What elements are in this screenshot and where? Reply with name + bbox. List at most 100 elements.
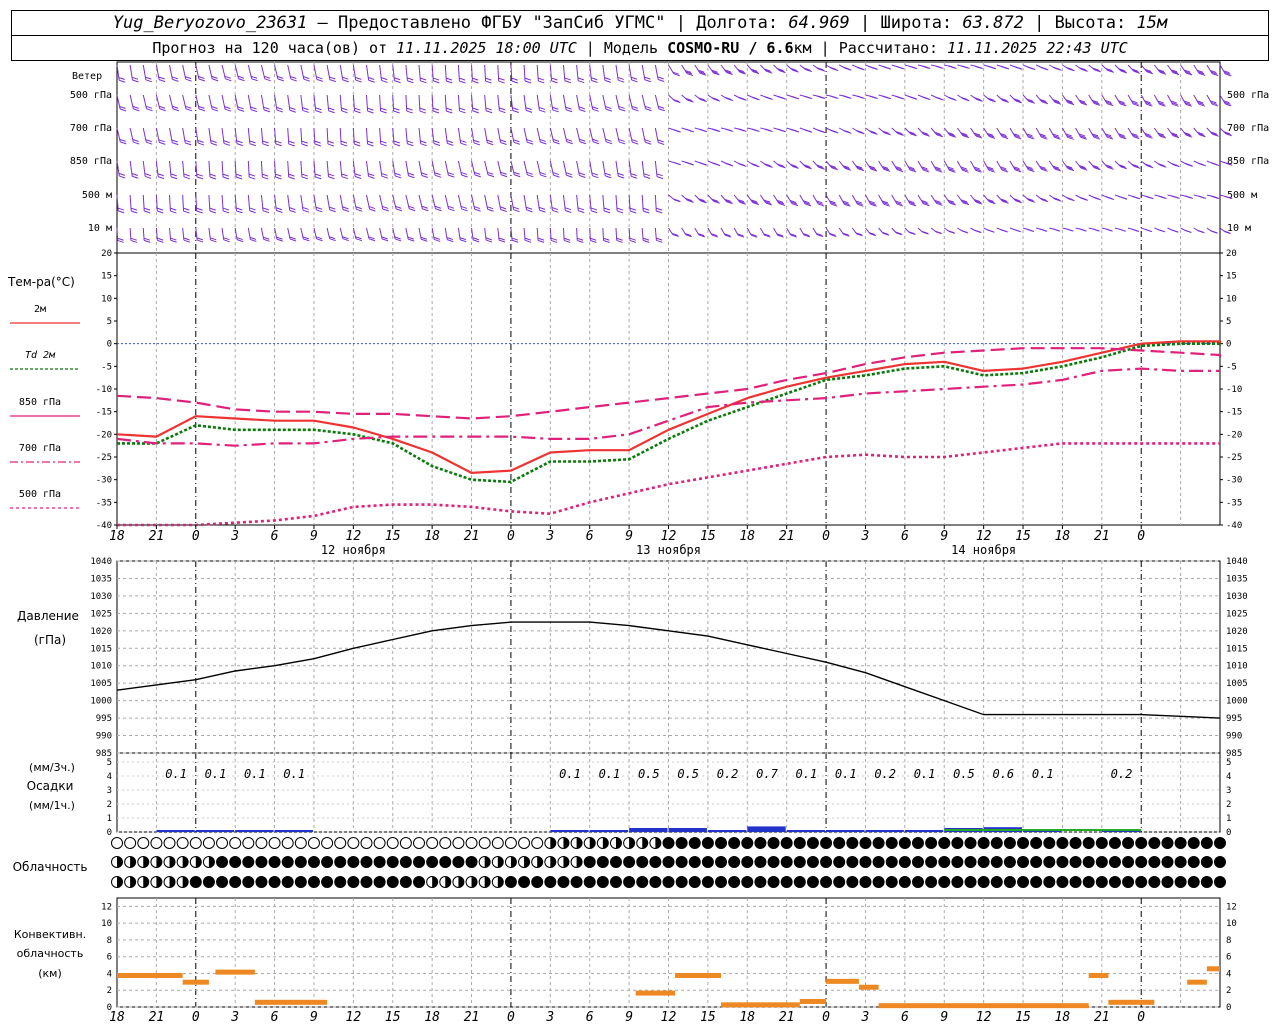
temp-legend-label: 500 гПа [19,489,61,500]
wind-barb-feather [238,78,245,82]
temp-ytick-label-right: 5 [1226,317,1231,327]
temp-ytick-label-left: -40 [96,521,112,531]
precip-total-label: 0.5 [953,767,975,781]
wind-barb-feather [1120,166,1127,170]
temp-ytick-label-left: 15 [101,272,112,282]
precip-total-label: 0.7 [756,767,778,781]
wind-barb-feather [1106,165,1113,169]
wind-barb-feather [686,73,694,77]
wind-barb-feather [1183,69,1191,73]
temp-series-line [116,340,1222,474]
cloud-symbol-fill [602,837,609,849]
conv-xtick-label: 18 [424,1010,440,1024]
wind-barb-feather [1118,68,1125,72]
wind-barb-feather [1225,73,1232,77]
wind-barb-feather [1131,163,1139,167]
precip-label-1h: (мм/1ч.) [29,799,75,812]
wind-barb-feather [778,202,786,206]
cloud-symbol [1043,837,1056,849]
wind-barb-feather [277,75,284,79]
wind-barb-feather [393,140,400,144]
wind-barb-feather [537,239,545,243]
temp-xtick-label: 21 [464,529,480,544]
cloud-symbol [925,876,938,888]
wind-barb-feather [616,207,624,211]
wind-barb-feather [895,167,903,171]
wind-barb-feather [249,176,256,180]
wind-barb-feather [1158,102,1165,106]
cloud-symbol [990,837,1003,849]
wind-barb-feather [329,209,336,213]
wind-barb-feather [674,100,681,104]
cloud-symbol [1122,837,1135,849]
temp-xtick-label: 0 [822,529,830,544]
wind-barb-feather [249,210,256,214]
wind-barb-feather [222,207,230,211]
wind-barb-feather [395,208,403,212]
cloud-symbol [1200,837,1213,849]
conv-xtick-label: 9 [625,1010,633,1024]
wind-barb-feather [1106,101,1113,105]
cloud-symbol [859,856,872,868]
model-label: Модель [603,39,659,57]
wind-barb-feather [1066,196,1073,200]
precip-ytick-label-left: 1 [107,814,112,824]
precip-total-label: 0.2 [717,767,739,781]
wind-barb-feather [1013,133,1020,137]
wind-barb-feather [818,203,825,207]
wind-barb-feather [1146,135,1153,139]
wind-barb-feather [673,99,680,103]
wind-barb-feather [973,199,981,203]
wind-barb-feather [447,142,454,146]
wind-barb-feather [803,234,811,238]
wind-barb-feather [355,206,362,210]
conv-ytick-label-left: 6 [107,953,112,963]
wind-barb-feather [327,143,335,147]
wind-level-label-left: 500 м [82,190,112,201]
wind-barb-feather [803,67,810,71]
wind-barb-feather [170,239,177,243]
pressure-ytick-label-left: 1040 [90,557,112,567]
wind-barb-feather [1210,101,1218,105]
wind-barb-feather [986,166,994,170]
cloud-symbol-fill [182,876,189,888]
wind-barb-feather [934,96,942,100]
cloud-symbol [859,876,872,888]
wind-barb-feather [368,79,375,83]
cloud-symbol [898,837,911,849]
cloud-symbol [701,876,714,888]
wind-barb-feather [579,174,586,178]
wind-barb-feather [248,173,256,177]
wind-barb-feather [434,205,442,209]
wind-barb-feather [698,234,706,238]
wind-barb-feather [566,138,573,142]
wind-barb-feather [172,142,179,146]
wind-barb-feather [921,131,928,135]
wind-barb-feather [395,238,402,242]
temp-xtick-label: 21 [779,529,795,544]
cloud-symbol [1187,856,1200,868]
wind-barb-feather [987,168,995,172]
cloud-symbol [1122,876,1135,888]
wind-barb-feather [1105,164,1112,168]
wind-barb-feather [250,75,258,79]
precip-ytick-label-left: 0 [107,828,112,838]
wind-barb-feather [816,129,824,133]
cloud-symbol-fill [182,856,189,868]
wind-level-label-left: 700 гПа [70,123,112,134]
precip-bar [274,830,313,832]
wind-barb-feather [1066,166,1074,170]
wind-barb-feather [328,110,335,114]
temp-xtick-label: 15 [385,529,401,544]
wind-barb-feather [856,233,863,237]
wind-barb-feather [975,169,982,173]
wind-barb-feather [1092,164,1099,168]
wind-barb-feather [302,107,309,111]
wind-barb-feather [433,143,441,146]
cloud-symbol [964,876,977,888]
wind-barb-feather [537,237,545,241]
model-name: COSMO-RU / 6.6 [667,39,794,57]
cloud-symbol [688,856,701,868]
wind-barb-feather [485,239,493,243]
wind-barb-feather [1026,228,1034,232]
